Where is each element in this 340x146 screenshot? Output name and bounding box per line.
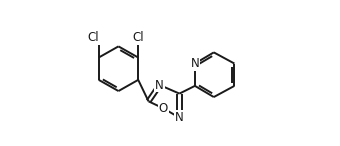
- Text: Cl: Cl: [132, 31, 144, 44]
- Text: Cl: Cl: [88, 31, 99, 44]
- Text: N: N: [190, 57, 199, 70]
- Text: O: O: [158, 102, 168, 115]
- Text: N: N: [155, 79, 164, 92]
- Text: N: N: [175, 111, 184, 124]
